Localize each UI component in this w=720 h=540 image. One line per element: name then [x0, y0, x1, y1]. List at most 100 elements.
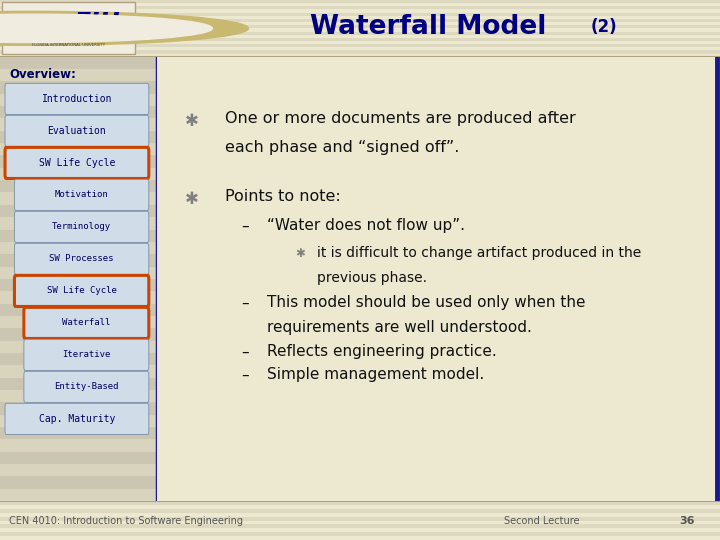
Bar	[0, 230, 157, 242]
Text: Waterfall Model: Waterfall Model	[310, 14, 546, 40]
Text: (2): (2)	[590, 18, 617, 36]
Bar	[0, 53, 720, 57]
FancyBboxPatch shape	[24, 307, 149, 339]
Circle shape	[0, 14, 212, 43]
Bar	[0, 291, 157, 303]
FancyBboxPatch shape	[14, 211, 149, 242]
Bar	[0, 10, 720, 12]
Text: Iterative: Iterative	[62, 350, 110, 360]
FancyBboxPatch shape	[14, 244, 149, 274]
Bar	[0, 69, 157, 82]
Bar	[0, 6, 720, 10]
Text: FLORIDA INTERNATIONAL UNIVERSITY: FLORIDA INTERNATIONAL UNIVERSITY	[32, 43, 105, 48]
Bar	[0, 41, 720, 44]
Bar	[0, 353, 157, 366]
Bar	[0, 415, 157, 427]
Text: SW Life Cycle: SW Life Cycle	[39, 158, 115, 168]
Bar	[0, 254, 157, 267]
Bar	[0, 180, 157, 192]
Text: –: –	[241, 219, 249, 234]
Text: “Water does not flow up”.: “Water does not flow up”.	[266, 218, 464, 233]
Text: Overview:: Overview:	[9, 68, 76, 81]
Bar	[0, 205, 157, 217]
FancyBboxPatch shape	[5, 403, 149, 435]
Text: Entity-Based: Entity-Based	[54, 382, 119, 392]
FancyBboxPatch shape	[5, 83, 149, 114]
Bar	[0, 82, 157, 94]
Text: ✱: ✱	[185, 112, 199, 130]
Bar	[0, 536, 720, 540]
Text: each phase and “signed off”.: each phase and “signed off”.	[225, 140, 459, 156]
Bar	[0, 19, 720, 22]
FancyBboxPatch shape	[24, 372, 149, 402]
FancyBboxPatch shape	[5, 147, 149, 179]
Bar	[0, 131, 157, 143]
Bar	[0, 217, 157, 230]
Bar	[0, 279, 157, 291]
Bar	[0, 521, 720, 524]
Bar	[0, 12, 720, 16]
FancyBboxPatch shape	[24, 339, 149, 370]
Text: Second Lecture: Second Lecture	[504, 516, 580, 526]
Bar	[0, 16, 720, 19]
Bar	[0, 25, 720, 28]
Text: SW Processes: SW Processes	[50, 254, 114, 264]
Text: Cap. Maturity: Cap. Maturity	[39, 414, 115, 424]
Bar	[0, 118, 157, 131]
Text: Reflects engineering practice.: Reflects engineering practice.	[266, 344, 497, 359]
Bar	[0, 38, 720, 41]
Text: Terminology: Terminology	[52, 222, 111, 232]
Bar	[0, 524, 720, 528]
Text: –: –	[241, 368, 249, 383]
Bar	[0, 50, 720, 53]
Bar	[0, 156, 157, 168]
Text: Introduction: Introduction	[42, 94, 112, 104]
Bar	[0, 303, 157, 316]
Bar	[0, 505, 720, 509]
Bar	[0, 476, 157, 489]
Bar	[0, 22, 720, 25]
Text: previous phase.: previous phase.	[318, 272, 428, 285]
Bar	[0, 94, 157, 106]
Text: ✱: ✱	[295, 247, 305, 260]
Bar	[0, 501, 720, 505]
Bar	[0, 57, 157, 69]
Bar	[0, 341, 157, 353]
Bar	[0, 47, 720, 50]
Bar	[0, 532, 720, 536]
Bar	[0, 44, 720, 47]
Bar	[0, 464, 157, 476]
Bar	[0, 377, 157, 390]
Bar	[0, 452, 157, 464]
FancyBboxPatch shape	[14, 275, 149, 307]
Text: Motivation: Motivation	[55, 191, 109, 199]
Bar	[0, 35, 720, 38]
Text: ✱: ✱	[185, 190, 199, 208]
Circle shape	[0, 11, 248, 45]
Bar	[0, 528, 720, 532]
Bar	[0, 267, 157, 279]
Text: This model should be used only when the: This model should be used only when the	[266, 295, 585, 310]
Bar	[0, 3, 720, 6]
Bar	[0, 168, 157, 180]
Bar	[0, 517, 720, 521]
Text: 36: 36	[679, 516, 695, 526]
Text: FIU: FIU	[74, 11, 120, 35]
Bar	[0, 31, 720, 35]
Text: SW Life Cycle: SW Life Cycle	[47, 286, 117, 295]
Bar	[0, 143, 157, 156]
FancyBboxPatch shape	[5, 116, 149, 146]
Bar	[0, 316, 157, 328]
Text: it is difficult to change artifact produced in the: it is difficult to change artifact produ…	[318, 246, 642, 260]
Bar	[0, 402, 157, 415]
Bar	[0, 390, 157, 402]
Text: requirements are well understood.: requirements are well understood.	[266, 320, 531, 335]
Bar	[0, 513, 720, 517]
Text: Evaluation: Evaluation	[48, 126, 107, 136]
Bar	[0, 242, 157, 254]
FancyBboxPatch shape	[2, 2, 135, 55]
Bar	[0, 489, 157, 501]
Bar	[0, 427, 157, 440]
Bar	[0, 192, 157, 205]
Bar	[0, 28, 720, 31]
